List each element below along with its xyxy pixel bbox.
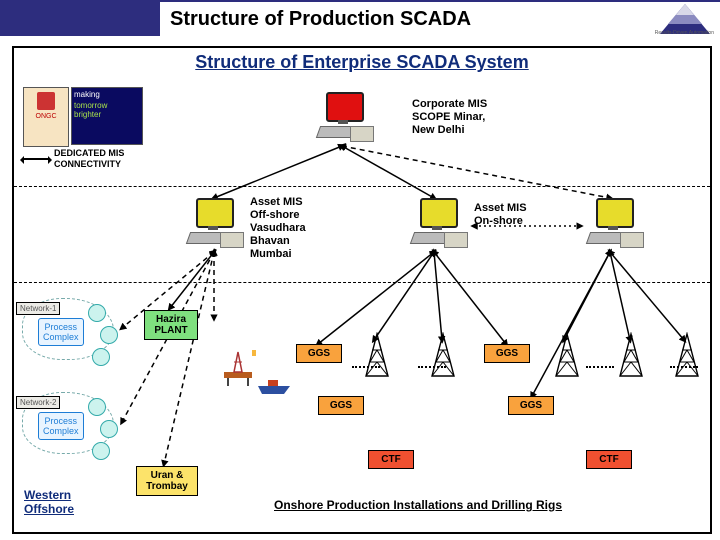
proc1: ProcessComplex — [38, 318, 84, 346]
diagram-box: Structure of Enterprise SCADA System ONG… — [12, 46, 712, 534]
edge — [214, 146, 342, 198]
edge — [342, 146, 434, 198]
network-node-dot — [92, 442, 110, 460]
edge — [434, 252, 442, 340]
computer-corporate-label: Corporate MISSCOPE Minar,New Delhi — [412, 98, 487, 137]
legend-text: DEDICATED MISCONNECTIVITY — [54, 148, 124, 170]
computer-onshore_a-label: Asset MISOn-shore — [474, 202, 527, 228]
network-node-dot — [100, 420, 118, 438]
boat-icon — [256, 378, 292, 396]
edge — [170, 252, 214, 308]
net2-label: Network-2 — [16, 396, 60, 409]
legend-arrow-icon — [22, 158, 50, 160]
derrick-icon — [618, 332, 644, 378]
footer-onshore: Onshore Production Installations and Dri… — [274, 498, 562, 512]
node-uran: Uran &Trombay — [136, 466, 198, 496]
continuation-dots — [586, 366, 614, 368]
continuation-dots — [418, 366, 446, 368]
slide-root: Structure of Production SCADA Results-Dr… — [0, 0, 720, 540]
network-node-dot — [88, 398, 106, 416]
offshore-rig-icon — [218, 348, 258, 388]
node-ggs2: GGS — [318, 396, 364, 415]
tier-divider-2 — [14, 282, 710, 283]
edge — [564, 252, 610, 340]
derrick-icon — [674, 332, 700, 378]
tier-divider-1 — [14, 186, 710, 187]
continuation-dots — [670, 366, 698, 368]
logo-ongc: ONGC — [23, 87, 69, 147]
logo-caption: Results-Driven Automation — [655, 30, 714, 36]
node-ctf1: CTF — [368, 450, 414, 469]
computer-offshore-label: Asset MISOff-shoreVasudharaBhavanMumbai — [250, 196, 306, 261]
edge — [342, 146, 610, 198]
edge — [434, 252, 506, 344]
net1-label: Network-1 — [16, 302, 60, 315]
network-node-dot — [88, 304, 106, 322]
node-ggs1: GGS — [296, 344, 342, 363]
corner-logo: ONGC making tomorrow brighter — [22, 86, 144, 148]
derrick-icon — [430, 332, 456, 378]
network-node-dot — [92, 348, 110, 366]
continuation-dots — [352, 366, 380, 368]
edge — [610, 252, 684, 340]
computer-corporate — [314, 92, 372, 146]
computer-onshore_a — [408, 198, 466, 252]
computer-onshore_b — [584, 198, 642, 252]
derrick-icon — [364, 332, 390, 378]
node-ggs3: GGS — [484, 344, 530, 363]
slide-title: Structure of Production SCADA — [160, 2, 720, 36]
edge — [610, 252, 630, 340]
footer-western-offshore: WesternOffshore — [24, 488, 74, 516]
derrick-icon — [554, 332, 580, 378]
node-hazira: HaziraPLANT — [144, 310, 198, 340]
network-node-dot — [100, 326, 118, 344]
edge — [374, 252, 434, 340]
edge — [164, 252, 214, 464]
proc2: ProcessComplex — [38, 412, 84, 440]
edge — [318, 252, 434, 344]
computer-offshore — [184, 198, 242, 252]
node-ggs4: GGS — [508, 396, 554, 415]
logo-tagline: making tomorrow brighter — [71, 87, 143, 145]
diagram-title: Structure of Enterprise SCADA System — [14, 52, 710, 73]
node-ctf2: CTF — [586, 450, 632, 469]
